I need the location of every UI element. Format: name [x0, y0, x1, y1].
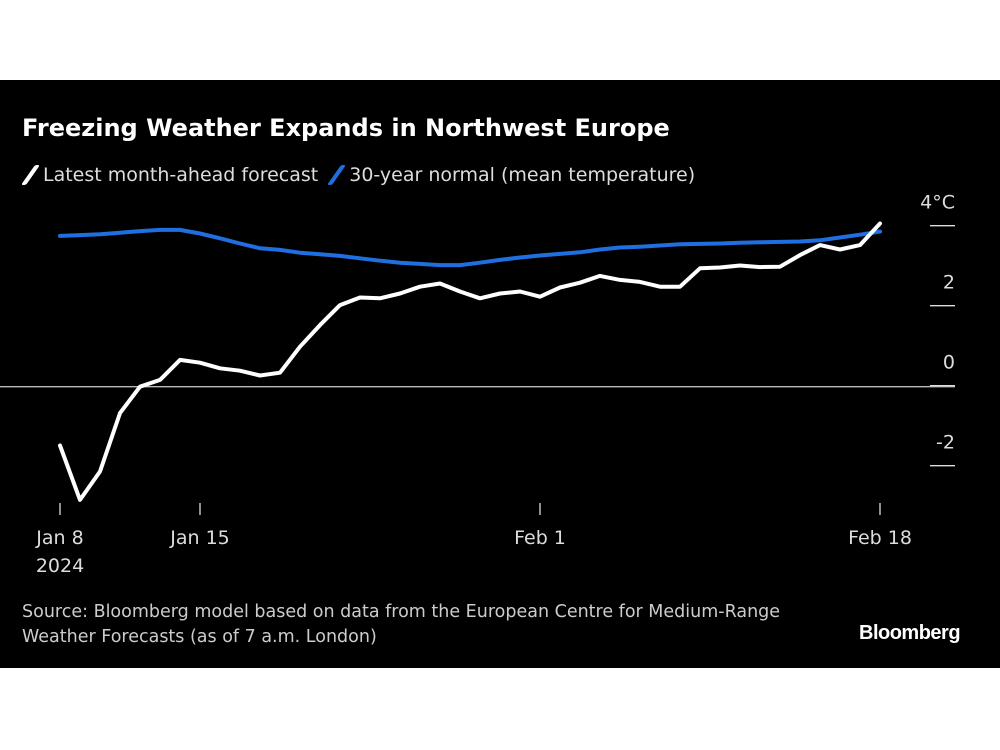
y-tick-label: 2 — [943, 272, 955, 294]
x-tick-label: Feb 18 — [848, 527, 912, 549]
legend-item-forecast: Latest month-ahead forecast — [20, 164, 319, 186]
y-tick-label: 4°C — [920, 192, 955, 214]
bloomberg-logo: Bloomberg — [859, 622, 961, 644]
x-tick-label: Jan 15 — [169, 527, 230, 549]
y-tick-label: -2 — [936, 432, 955, 454]
chart-title: Freezing Weather Expands in Northwest Eu… — [22, 114, 670, 142]
x-tick-label: Feb 1 — [514, 527, 566, 549]
forecast-line — [58, 221, 882, 502]
x-tick-sublabel: 2024 — [36, 555, 84, 577]
legend: Latest month-ahead forecast 30-year norm… — [20, 164, 705, 186]
x-tick-label: Jan 8 — [35, 527, 83, 549]
legend-label-forecast: Latest month-ahead forecast — [43, 164, 319, 186]
source-note: Source: Bloomberg model based on data fr… — [22, 602, 781, 647]
legend-label-normal: 30-year normal (mean temperature) — [349, 164, 696, 186]
normal-line — [58, 227, 882, 268]
legend-item-normal: 30-year normal (mean temperature) — [327, 164, 696, 186]
y-tick-label: 0 — [943, 352, 955, 374]
